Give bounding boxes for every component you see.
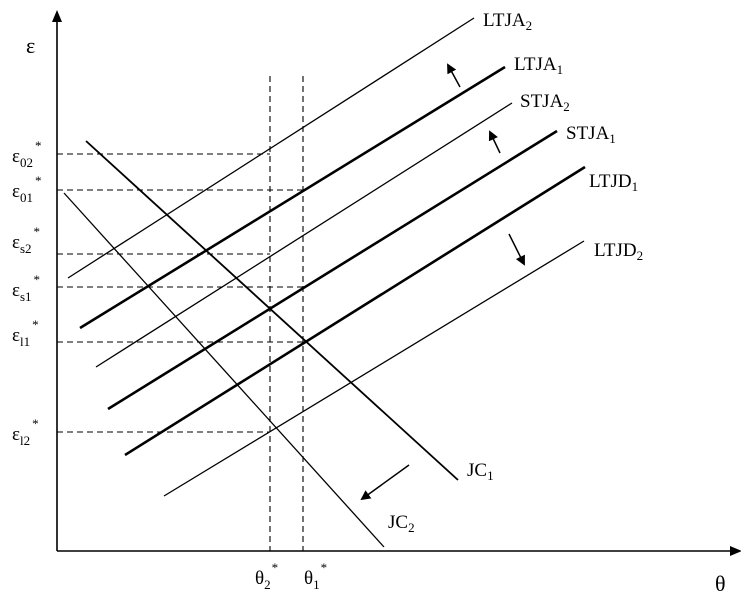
y-axis-labels: ε02* ε01* εs2* εs1* εl1* εl2*: [12, 138, 41, 448]
ltja-2-line: [68, 18, 474, 278]
jc-1-line: [86, 141, 458, 480]
x-axis-title: θ: [715, 571, 726, 596]
jc-shift-arrow-icon: [362, 465, 409, 499]
ltja-2-label: LTJA2: [483, 10, 532, 33]
downward-curves: [64, 141, 458, 547]
eps-s1-label: εs1*: [12, 272, 40, 304]
upward-curves: [68, 18, 585, 496]
jc-2-label: JC2: [388, 512, 415, 535]
eps-l1-label: εl1*: [12, 317, 39, 349]
stja-2-label: STJA2: [520, 91, 570, 114]
ltjd-1-line: [125, 167, 585, 455]
stja-shift-arrow-icon: [490, 132, 500, 153]
ltja-1-label: LTJA1: [514, 54, 563, 77]
ltjd-2-label: LTJD2: [594, 240, 643, 263]
stja-1-label: STJA1: [566, 123, 616, 146]
x-axis-labels: θ2* θ1*: [255, 560, 327, 592]
ltja-1-line: [80, 67, 505, 328]
eps-02-label: ε02*: [12, 138, 41, 170]
ltjd-1-label: LTJD1: [589, 171, 638, 194]
y-axis-title: ε: [26, 33, 35, 58]
ltjd-shift-arrow-icon: [509, 234, 524, 264]
curve-labels: LTJA2 LTJA1 STJA2 STJA1 LTJD1 LTJD2 JC1 …: [388, 10, 643, 535]
x-axis-arrow-icon: [730, 546, 741, 556]
y-axis-arrow-icon: [52, 10, 62, 22]
ltjd-2-line: [164, 241, 584, 496]
horizontal-guides: [57, 154, 303, 432]
ltja-shift-arrow-icon: [448, 65, 460, 87]
stja-2-line: [96, 103, 512, 367]
eps-s2-label: εs2*: [12, 224, 40, 256]
theta-1-label: θ1*: [304, 560, 327, 592]
eps-l2-label: εl2*: [12, 416, 39, 448]
theta-2-label: θ2*: [255, 560, 278, 592]
shift-arrows: [362, 65, 524, 499]
eps-01-label: ε01*: [12, 173, 41, 205]
jc-1-label: JC1: [467, 460, 494, 483]
